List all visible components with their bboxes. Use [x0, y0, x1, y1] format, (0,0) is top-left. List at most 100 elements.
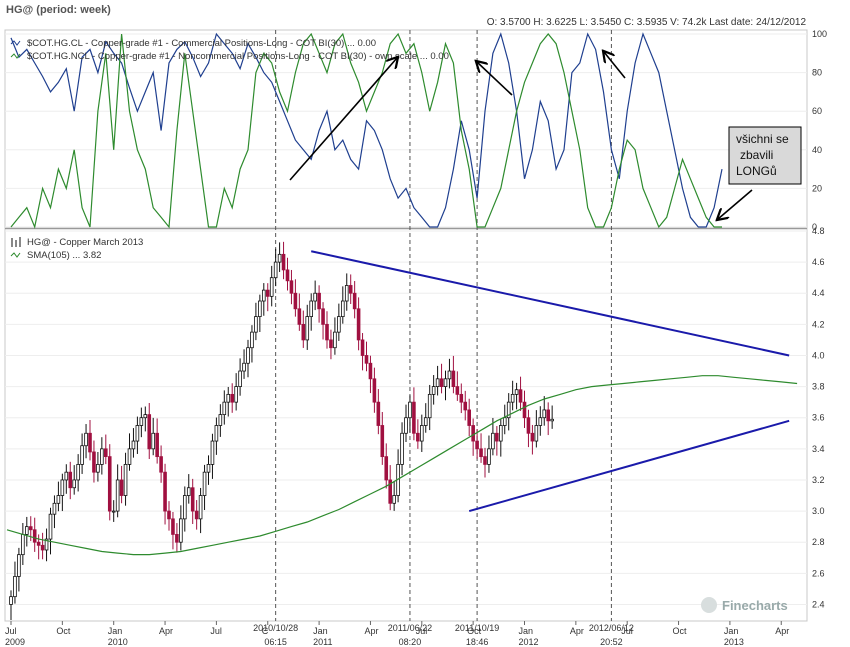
- candle-body: [502, 417, 507, 426]
- candle-body: [115, 479, 120, 512]
- candle-body: [416, 432, 420, 442]
- upper-series: [10, 32, 723, 230]
- candle-body: [412, 401, 416, 434]
- marker-time: 18:46: [466, 637, 489, 647]
- legend-commercial-swatch: [10, 40, 21, 46]
- marker-date: 2011/10/19: [455, 623, 499, 633]
- annotation-line-1: všichni se: [736, 132, 789, 146]
- trendline-lower: [468, 419, 790, 513]
- lower-tick-label: 3.2: [812, 475, 825, 485]
- candle-body: [107, 456, 112, 512]
- candle-body: [96, 463, 100, 473]
- x-tick-year: 2011: [313, 637, 332, 647]
- candle-body: [179, 518, 183, 543]
- lower-tick-label: 4.8: [812, 226, 825, 236]
- upper-tick-label: 20: [812, 183, 822, 193]
- candle-body: [479, 448, 483, 458]
- candle-body: [459, 393, 464, 403]
- candle-body: [36, 541, 41, 546]
- candle-body: [261, 289, 266, 302]
- lower-tick-label: 4.4: [812, 288, 825, 298]
- candle-body: [281, 253, 286, 271]
- candle-body: [455, 386, 460, 395]
- candle-body: [202, 471, 207, 496]
- marker-date: 2010/10/28: [253, 623, 298, 633]
- candle-body: [530, 432, 535, 442]
- candle-body: [317, 292, 321, 310]
- candle-body: [40, 544, 45, 551]
- candle-body: [210, 440, 215, 465]
- x-tick-label: Oct: [56, 626, 71, 636]
- candle-body: [171, 518, 175, 535]
- upper-legend: $COT.HG.CL - Copper-grade #1 - Commercia…: [10, 38, 449, 62]
- candle-body: [246, 347, 250, 364]
- candle-body: [483, 456, 487, 465]
- candle-body: [325, 323, 329, 341]
- candle-body: [88, 432, 92, 453]
- candle-body: [143, 414, 148, 419]
- lower-tick-label: 3.0: [812, 506, 825, 516]
- arrow-1: [289, 58, 397, 181]
- x-tick-label: Jan: [724, 626, 739, 636]
- candle-body: [56, 495, 61, 504]
- candle-body: [368, 362, 373, 380]
- candle-body: [475, 440, 479, 450]
- candle-body: [538, 417, 543, 426]
- lower-tick-label: 3.6: [812, 413, 825, 423]
- candle-body: [506, 401, 511, 419]
- candle-body: [147, 414, 152, 450]
- candle-body: [471, 425, 475, 442]
- candle-body: [119, 479, 124, 496]
- legend-noncommercial: $COT.HG.NCL - Copper-grade #1 - Noncomme…: [27, 51, 449, 62]
- lower-tick-label: 4.2: [812, 319, 825, 329]
- x-tick-label: Jan: [313, 626, 328, 636]
- upper-tick-label: 100: [812, 29, 827, 39]
- candle-body: [277, 253, 282, 263]
- marker-date: 2012/06/12: [589, 623, 634, 633]
- candle-body: [435, 378, 440, 388]
- x-tick-label: Apr: [364, 626, 378, 636]
- candle-body: [329, 339, 333, 349]
- lower-tick-label: 2.8: [812, 537, 825, 547]
- candle-body: [534, 425, 539, 442]
- candle-body: [372, 378, 377, 403]
- candle-body: [546, 409, 550, 422]
- grid-layer: [5, 33, 807, 605]
- candle-body: [297, 308, 302, 325]
- candle-body: [218, 414, 223, 426]
- candle-body: [376, 401, 381, 426]
- candle-body: [48, 513, 53, 540]
- candle-body: [427, 393, 432, 419]
- candle-body: [273, 261, 278, 279]
- candle-body: [333, 331, 337, 349]
- candle-body: [72, 479, 77, 489]
- candle-body: [451, 370, 456, 388]
- candle-body: [135, 425, 140, 442]
- x-tick-year: 2009: [5, 637, 25, 647]
- candle-body: [364, 355, 369, 364]
- candle-body: [9, 596, 13, 605]
- candle-body: [60, 479, 65, 496]
- candle-body: [68, 471, 73, 489]
- lower-tick-label: 4.0: [812, 350, 825, 360]
- annotation-arrows: [289, 52, 753, 219]
- lower-tick-label: 2.6: [812, 568, 825, 578]
- candle-body: [222, 401, 227, 416]
- candle-body: [423, 417, 428, 426]
- candle-body: [104, 448, 108, 458]
- candle-body: [309, 300, 313, 317]
- x-tick-label: Apr: [775, 626, 789, 636]
- candle-body: [190, 487, 195, 512]
- marker-date: 2011/06/22: [388, 623, 432, 633]
- candle-body: [198, 495, 203, 520]
- x-tick-label: Apr: [159, 626, 173, 636]
- candle-body: [76, 463, 80, 481]
- candle-body: [186, 487, 191, 496]
- candle-body: [447, 370, 452, 380]
- candle-body: [123, 463, 128, 496]
- candle-body: [127, 448, 132, 465]
- marker-time: 20:52: [600, 637, 623, 647]
- candle-body: [344, 285, 349, 302]
- x-tick-label: Jul: [621, 626, 633, 636]
- candle-body: [384, 456, 389, 481]
